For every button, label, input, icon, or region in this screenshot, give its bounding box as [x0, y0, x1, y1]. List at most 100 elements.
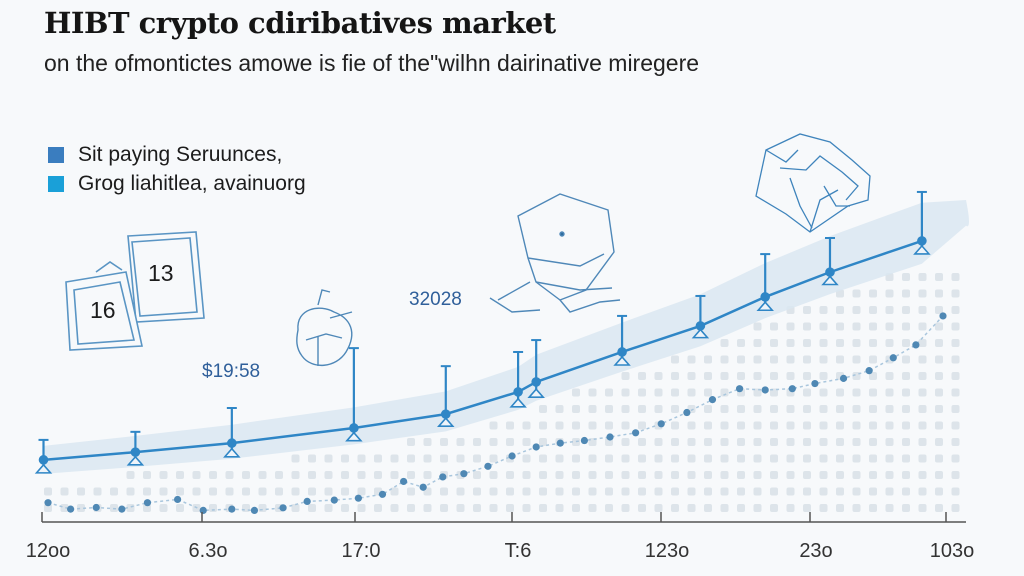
grid-dot — [704, 372, 712, 380]
grid-dot — [951, 322, 960, 331]
secondary-series-point — [439, 473, 447, 481]
grid-dot — [918, 421, 927, 430]
grid-dot — [621, 421, 630, 430]
grid-dot — [918, 273, 927, 281]
grid-dot — [605, 504, 613, 512]
grid-dot — [687, 388, 696, 397]
secondary-series-point — [508, 452, 516, 460]
grid-dot — [869, 388, 877, 397]
grid-dot — [704, 504, 712, 512]
grid-dot — [786, 504, 795, 512]
grid-dot — [803, 487, 811, 496]
grid-dot — [852, 355, 861, 364]
x-tick-label: 123o — [645, 540, 690, 562]
grid-dot — [473, 471, 481, 479]
grid-dot — [456, 454, 465, 463]
bag-sketch-icon — [489, 193, 621, 313]
grid-dot — [275, 471, 283, 479]
chart-subtitle: on the ofmontictes amowe is fie of the"w… — [44, 50, 700, 76]
grid-dot — [836, 487, 844, 496]
grid-dot — [720, 438, 729, 446]
main-series-line — [43, 239, 923, 462]
grid-dot — [869, 289, 877, 298]
secondary-series-point — [484, 462, 492, 470]
grid-dot — [555, 504, 564, 512]
secondary-series-point — [532, 443, 540, 451]
secondary-series-point — [354, 494, 362, 502]
grid-dot — [786, 438, 795, 446]
grid-dot — [720, 405, 729, 413]
grid-dot — [671, 438, 679, 446]
grid-dot — [638, 405, 646, 413]
grid-dot — [737, 405, 745, 413]
grid-dot — [902, 438, 910, 446]
grid-dot — [671, 388, 679, 397]
grid-dot — [852, 388, 861, 397]
grid-dot — [506, 504, 514, 512]
grid-dot — [753, 454, 762, 463]
grid-dot — [506, 438, 514, 446]
grid-dot — [918, 289, 927, 298]
grid-dot — [786, 355, 795, 364]
legend-label-series-1: Sit paying Seruunces, — [78, 142, 283, 166]
grid-dot — [77, 504, 85, 512]
secondary-series-point — [761, 386, 769, 394]
grid-dot — [885, 289, 894, 298]
grid-dot — [324, 487, 333, 496]
grid-dot — [588, 388, 597, 397]
grid-dot — [341, 471, 349, 479]
secondary-series — [44, 312, 947, 515]
grid-dot — [803, 339, 811, 347]
grid-dot — [935, 372, 943, 380]
grid-dot — [770, 405, 778, 413]
legend-swatch-series-1 — [48, 146, 64, 163]
legend-swatch-series-2 — [48, 175, 64, 192]
grid-dot — [819, 438, 828, 446]
grid-dot — [869, 322, 877, 331]
grid-dot — [143, 504, 151, 512]
grid-dot — [539, 504, 547, 512]
grid-dot — [522, 454, 531, 463]
grid-dot — [489, 454, 498, 463]
grid-dot — [588, 504, 597, 512]
grid-dot — [242, 487, 250, 496]
grid-dot — [654, 471, 663, 479]
grid-dot — [803, 421, 811, 430]
grid-dot — [489, 471, 498, 479]
grid-dot — [836, 355, 844, 364]
legend-item-series-1: Sit paying Seruunces, — [48, 140, 306, 169]
grid-dot — [951, 487, 960, 496]
grid-dot — [852, 454, 861, 463]
grid-dot — [770, 421, 778, 430]
grid-dot — [522, 421, 531, 430]
grid-dot — [209, 504, 217, 512]
grid-dot — [737, 438, 745, 446]
secondary-series-point — [92, 503, 100, 512]
grid-dot — [902, 355, 910, 364]
grid-dot — [671, 355, 679, 364]
main-series-points — [38, 236, 927, 465]
card-front-number: 16 — [90, 297, 116, 323]
grid-dot — [803, 471, 811, 479]
grid-dot — [951, 388, 960, 397]
grid-dot — [489, 487, 498, 496]
grid-dot — [473, 454, 481, 463]
grid-dot — [951, 306, 960, 314]
grid-dot — [951, 273, 960, 281]
grid-dot — [770, 322, 778, 331]
grid-dot — [687, 504, 696, 512]
grid-dot — [902, 322, 910, 331]
grid-dot — [110, 487, 118, 496]
grid-dot — [803, 372, 811, 380]
grid-dot — [704, 388, 712, 397]
grid-dot — [852, 306, 861, 314]
grid-dot — [902, 454, 910, 463]
grid-dot — [126, 487, 135, 496]
grid-dot — [506, 487, 514, 496]
grid-dot — [572, 487, 580, 496]
grid-dot — [885, 339, 894, 347]
grid-dot — [951, 372, 960, 380]
grid-dot — [687, 487, 696, 496]
grid-dot — [819, 471, 828, 479]
grid-dot — [753, 339, 762, 347]
